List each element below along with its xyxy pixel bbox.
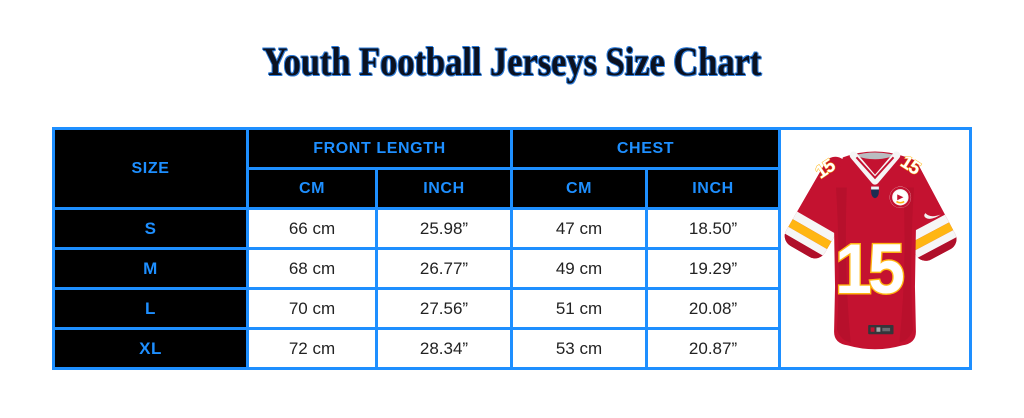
- subheader-front-inch: INCH: [375, 167, 513, 210]
- subheader-front-cm: CM: [246, 167, 378, 210]
- chest-cm-cell: 53 cm: [510, 327, 648, 370]
- header-front-length: FRONT LENGTH: [246, 127, 513, 170]
- chest-inch-cell: 19.29”: [644, 247, 782, 290]
- jock-tag: [868, 324, 894, 335]
- front-inch-cell: 28.34”: [375, 327, 513, 370]
- subheader-chest-inch: INCH: [644, 167, 782, 210]
- page-title: Youth Football Jerseys Size Chart: [262, 39, 762, 84]
- front-cm-cell: 70 cm: [246, 287, 378, 330]
- chest-inch-cell: 20.87”: [644, 327, 782, 370]
- size-chart-table: SIZE FRONT LENGTH CHEST: [52, 127, 973, 370]
- front-inch-cell: 27.56”: [375, 287, 513, 330]
- jersey-vneck-stripe: [855, 156, 895, 180]
- subheader-chest-cm: CM: [510, 167, 648, 210]
- table-row-m: M 68 cm 26.77” 49 cm 19.29”: [52, 247, 971, 290]
- nfl-shield-icon: [871, 186, 879, 199]
- page-title-wrap: Youth Football Jerseys Size Chart: [0, 40, 1024, 84]
- nike-swoosh-icon: [924, 213, 941, 219]
- front-cm-cell: 68 cm: [246, 247, 378, 290]
- size-cell: M: [52, 247, 249, 290]
- table-row-xl: XL 72 cm 28.34” 53 cm 20.87”: [52, 327, 971, 370]
- header-size: SIZE: [52, 127, 249, 210]
- size-cell: S: [52, 207, 249, 250]
- front-inch-cell: 26.77”: [375, 247, 513, 290]
- size-cell: L: [52, 287, 249, 330]
- jersey-photo: 15 15: [782, 150, 961, 350]
- front-inch-cell: 25.98”: [375, 207, 513, 250]
- front-cm-cell: 66 cm: [246, 207, 378, 250]
- chest-cm-cell: 51 cm: [510, 287, 648, 330]
- jersey-number-chest: 15: [835, 230, 903, 308]
- chest-cm-cell: 47 cm: [510, 207, 648, 250]
- chest-inch-cell: 18.50”: [644, 207, 782, 250]
- jersey-inner-collar: [854, 152, 896, 160]
- chest-inch-cell: 20.08”: [644, 287, 782, 330]
- header-chest: CHEST: [509, 127, 782, 170]
- table-row-l: L 70 cm 27.56” 51 cm 20.08”: [52, 287, 971, 330]
- jersey-shade-left: [836, 187, 851, 343]
- jersey-shade-right: [899, 187, 914, 343]
- table-row-s: S 66 cm 25.98” 47 cm 18.50”: [52, 207, 971, 250]
- team-patch-icon: [889, 186, 912, 208]
- size-cell: XL: [52, 327, 249, 370]
- front-cm-cell: 72 cm: [246, 327, 378, 370]
- chest-cm-cell: 49 cm: [510, 247, 648, 290]
- jersey-vneck-band: [849, 151, 901, 185]
- jersey-photo-cell: 15 15: [778, 127, 973, 370]
